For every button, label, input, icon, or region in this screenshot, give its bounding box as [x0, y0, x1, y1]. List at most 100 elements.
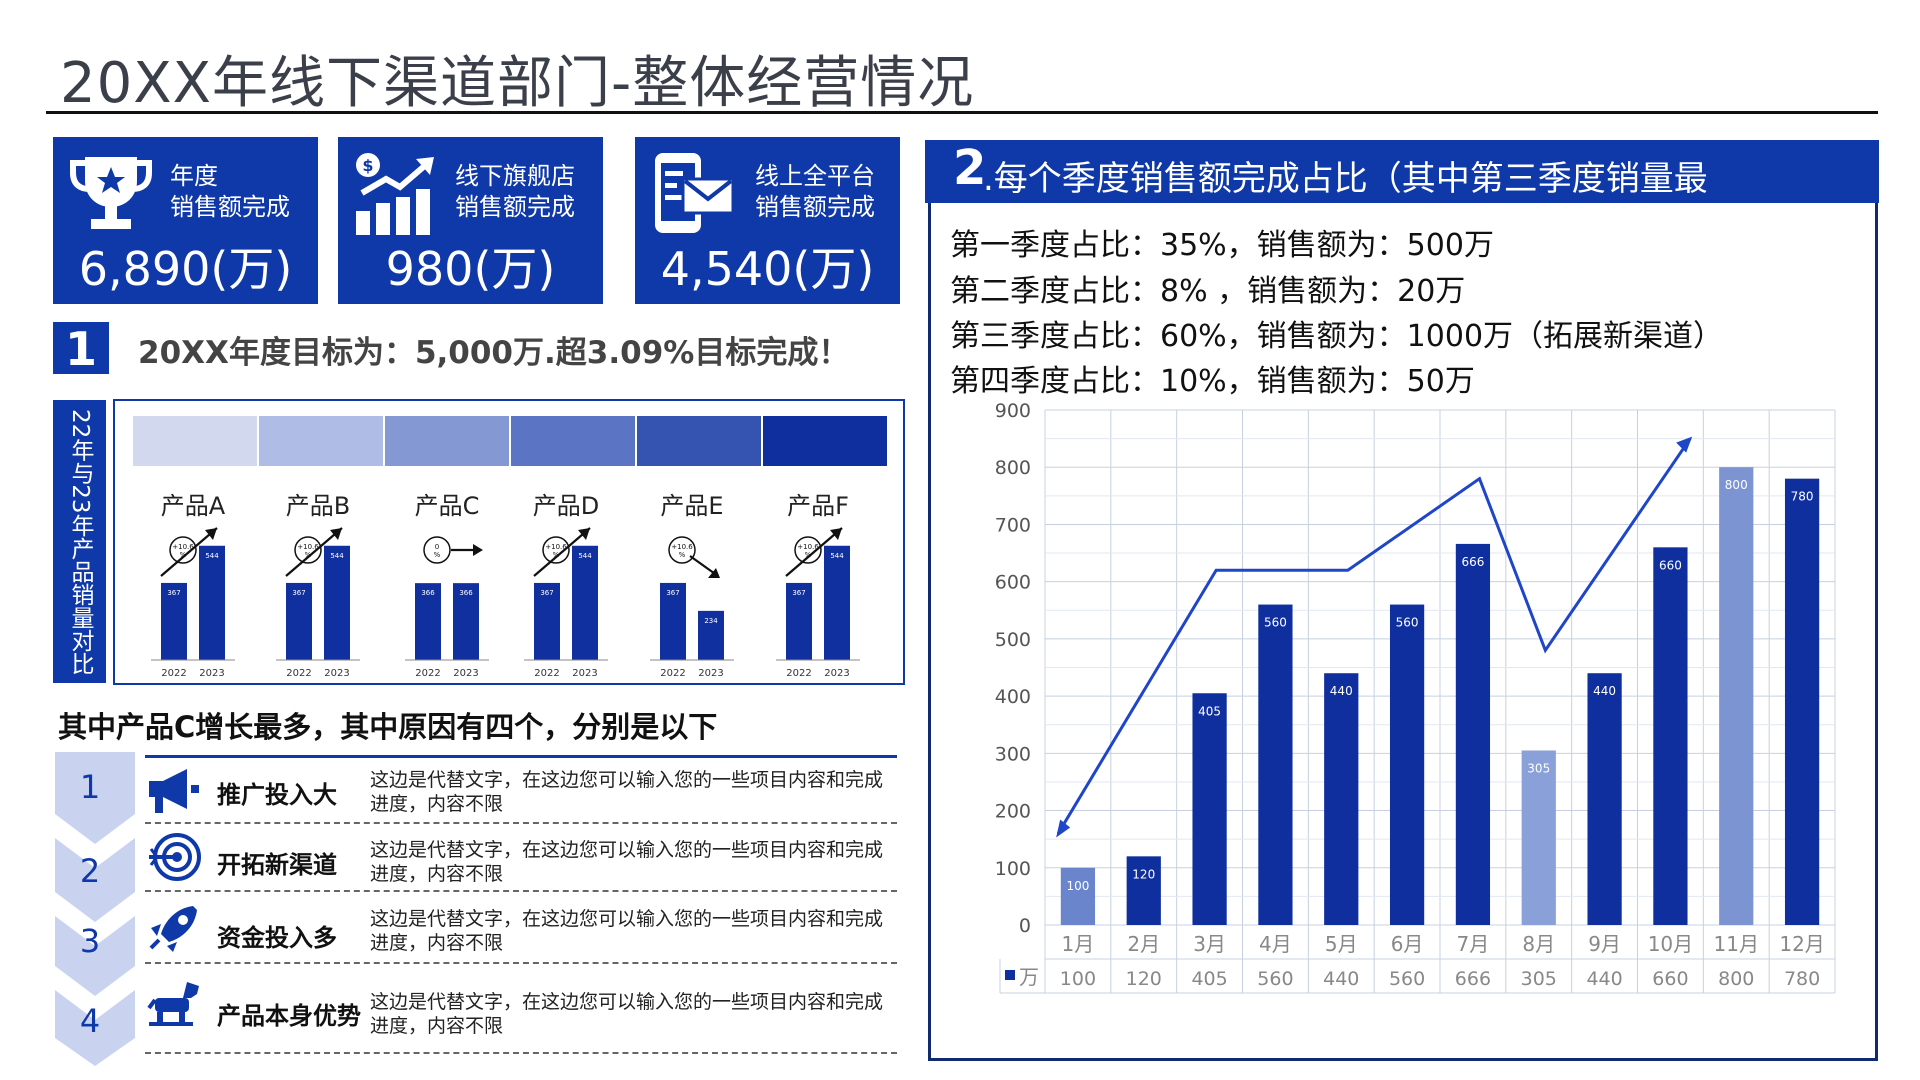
bar-value-2023: 544	[205, 552, 219, 560]
bar-2023	[453, 583, 479, 660]
reason-4-desc: 这边是代替文字，在这边您可以输入您的一些项目内容和完成进度，内容不限	[370, 991, 884, 1037]
change-badge	[169, 536, 197, 564]
table-value: 440	[1586, 968, 1622, 990]
kpi-label-line1: 年度	[170, 162, 218, 190]
trend-arrow-line	[533, 527, 591, 577]
table-value: 100	[1060, 968, 1096, 990]
bar-value-2022: 367	[167, 589, 180, 597]
change-badge	[542, 536, 570, 564]
bar-2022	[660, 582, 686, 660]
reason-4-title: 产品本身优势	[217, 1002, 361, 1030]
reasons-headline: 其中产品C增长最多，其中原因有四个，分别是以下	[58, 710, 718, 744]
y-tick-label: 800	[995, 457, 1031, 479]
bar-2023	[324, 545, 350, 660]
change-badge-unit: %	[305, 551, 312, 559]
reason-3-number: 3	[79, 922, 101, 960]
arrow-head-icon	[830, 528, 842, 540]
y-tick-label: 400	[995, 686, 1031, 708]
reason-2-number: 2	[79, 852, 101, 890]
trend-line	[1056, 437, 1692, 835]
x-tick-label: 3月	[1193, 932, 1226, 956]
year-label: 2022	[415, 668, 440, 679]
y-tick-label: 900	[995, 400, 1031, 422]
table-value: 405	[1191, 968, 1227, 990]
x-tick-label: 10月	[1648, 932, 1693, 956]
year-label: 2022	[534, 668, 559, 679]
y-tick-label: 100	[995, 858, 1031, 880]
bar-9月	[1587, 673, 1622, 925]
bar-4月	[1258, 604, 1293, 925]
target-icon	[149, 833, 201, 881]
bar-value-label: 560	[1264, 616, 1287, 630]
change-badge-unit: %	[180, 551, 187, 559]
svg-text:$: $	[362, 156, 373, 175]
product-name: 产品D	[532, 492, 600, 520]
color-strip-segment	[385, 416, 509, 466]
y-tick-label: 600	[995, 572, 1031, 594]
kpi-value: 4,540(万)	[660, 242, 875, 296]
x-tick-label: 12月	[1779, 932, 1824, 956]
table-value: 800	[1718, 968, 1754, 990]
change-badge-value: +10.6	[671, 543, 693, 551]
trophy-icon	[70, 157, 152, 229]
kpi-label-line1: 线上全平台	[755, 162, 875, 190]
trend-arrow-line	[785, 527, 843, 577]
table-value: 780	[1784, 968, 1820, 990]
table-value: 560	[1257, 968, 1293, 990]
legend-swatch	[1005, 970, 1015, 980]
bar-2023	[824, 545, 850, 660]
product-mini-chart: +10.6% 367 544 2022 2023	[524, 527, 608, 679]
table-value: 305	[1521, 968, 1557, 990]
reason-divider	[145, 890, 897, 892]
change-badge	[294, 536, 322, 564]
table-value: 440	[1323, 968, 1359, 990]
product-mini-chart: +10.6% 367 234 2022 2023	[650, 536, 734, 679]
bar-value-2022: 367	[666, 589, 679, 597]
reason-1-number: 1	[79, 768, 101, 806]
y-tick-label: 500	[995, 629, 1031, 651]
kpi-card-annual: 年度 销售额完成 6,890(万)	[53, 137, 318, 304]
bar-value-label: 100	[1066, 879, 1089, 893]
bar-2022	[161, 582, 187, 660]
bar-value-label: 440	[1593, 684, 1616, 698]
kpi-card-offline: $ 线下旗舰店 销售额完成 980(万)	[338, 137, 603, 304]
bar-value-2023: 544	[330, 552, 344, 560]
change-badge	[794, 536, 822, 564]
x-tick-label: 2月	[1127, 932, 1160, 956]
reason-1-desc: 这边是代替文字，在这边您可以输入您的一些项目内容和完成进度，内容不限	[370, 769, 884, 815]
bar-2023	[199, 545, 225, 660]
reasons-divider	[145, 755, 897, 758]
reason-4-number: 4	[79, 1002, 101, 1040]
y-tick-label: 0	[1019, 915, 1031, 937]
arrow-head-icon	[205, 528, 217, 540]
color-strip-segment	[637, 416, 761, 466]
product-comparison-side-label: 22年与23年产品销量对比	[53, 400, 106, 683]
trend-start-arrow-icon	[1056, 819, 1071, 838]
bar-2022	[534, 582, 560, 660]
bar-value-2022: 367	[292, 589, 305, 597]
product-name: 产品B	[285, 492, 351, 520]
bar-value-2022: 367	[792, 589, 805, 597]
reason-2-title: 开拓新渠道	[217, 851, 337, 879]
bar-7月	[1455, 543, 1491, 925]
bar-value-label: 660	[1659, 558, 1682, 572]
bar-value-2023: 234	[704, 617, 718, 625]
reason-divider	[145, 822, 897, 824]
kpi-card-online: 线上全平台 销售额完成 4,540(万)	[635, 137, 900, 304]
quarter-1-text: 第一季度占比：35%，销售额为：500万	[950, 228, 1494, 263]
legend-label: 万	[1019, 965, 1039, 989]
table-value: 666	[1455, 968, 1491, 990]
title-divider	[46, 111, 1878, 114]
color-strip-segment	[763, 416, 887, 466]
megaphone-icon	[149, 769, 199, 813]
x-tick-label: 5月	[1325, 932, 1358, 956]
change-badge-value: +10.6	[545, 543, 567, 551]
bar-2月	[1126, 856, 1161, 925]
bar-2023	[698, 610, 724, 660]
bar-8月	[1521, 750, 1556, 925]
x-tick-label: 4月	[1259, 932, 1292, 956]
bar-3月	[1192, 693, 1227, 925]
annual-target-headline: 20XX年度目标为：5,000万.超3.09%目标完成！	[138, 335, 850, 371]
section-1-badge: 1	[53, 322, 109, 376]
bar-6月	[1389, 604, 1425, 925]
